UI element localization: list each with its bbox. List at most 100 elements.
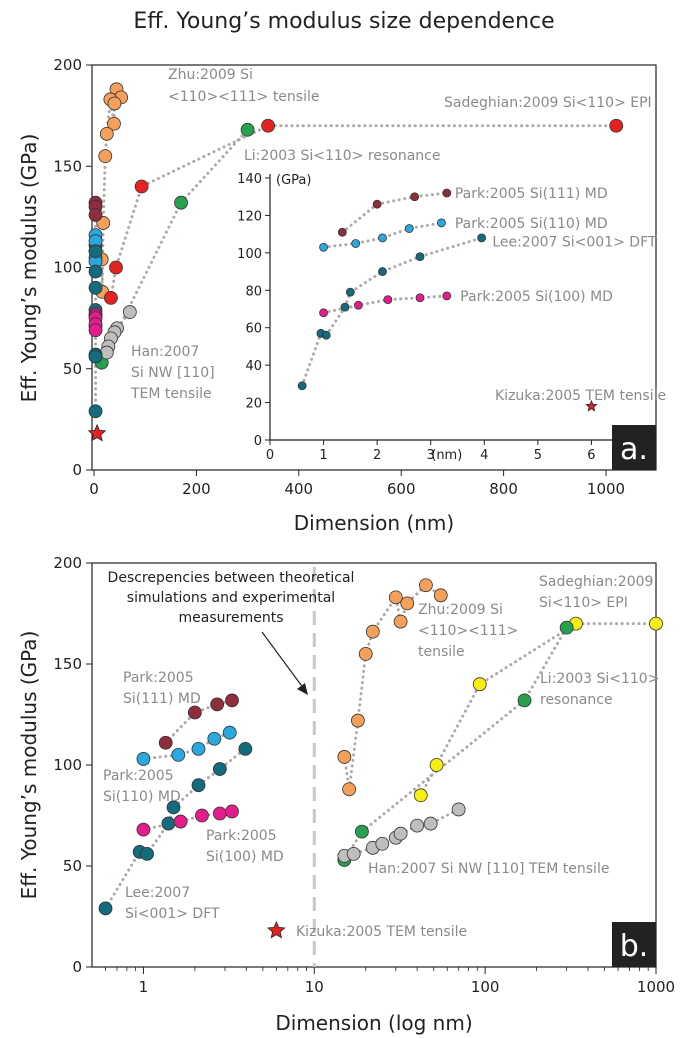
- b-point-8-6: [410, 818, 425, 833]
- inset-point-2-2: [321, 330, 331, 340]
- b-label-park100-1: Park:2005: [206, 828, 277, 844]
- b-label-park100-2: Si(100) MD: [206, 849, 284, 865]
- panel-b-label-box: [612, 922, 656, 967]
- inset-point-2-3: [340, 302, 350, 312]
- a-label-han-1: Han:2007: [131, 344, 199, 360]
- b-point-2-2: [140, 846, 154, 861]
- b-label-park111-2: Si(111) MD: [123, 691, 201, 707]
- b-trend-0: [164, 698, 234, 745]
- b-point-0-2: [210, 697, 225, 712]
- a-point-4-2: [88, 207, 103, 222]
- b-point-5-7: [400, 596, 415, 611]
- b-label-kizuka: Kizuka:2005 TEM tensile: [296, 924, 467, 940]
- a-point-8-0: [87, 423, 107, 442]
- panel-b-trend-lines: [104, 583, 658, 910]
- inset-series-label-3: Park:2005 Si(100) MD: [460, 289, 613, 305]
- b-point-2-6: [212, 762, 227, 776]
- inset-point-1-1: [351, 239, 361, 248]
- inset-point-1-4: [437, 218, 446, 228]
- b-xtick-label-1: 10: [305, 978, 324, 996]
- inset-trend-1: [322, 221, 443, 249]
- a-point-7-4: [88, 323, 103, 338]
- b-point-4-0: [267, 920, 286, 939]
- panel-b: 1 10 100 1000 0 50 100 150 200 Descrepencies bet…: [17, 554, 675, 1035]
- inset-xunit: (nm): [431, 448, 462, 463]
- inset-point-3-1: [353, 300, 363, 310]
- b-label-zhu-3: tensile: [418, 644, 465, 660]
- b-point-8-3: [375, 836, 390, 851]
- b-ytick-label-4: 200: [53, 554, 82, 572]
- panel-b-xlabel: Dimension (log nm): [275, 1011, 472, 1035]
- b-label-lee-2: Si<001> DFT: [125, 906, 220, 922]
- inset-point-0-3: [442, 188, 452, 198]
- a-point-3-0: [122, 305, 137, 319]
- b-point-8-1: [346, 846, 361, 861]
- panel-a-xlabel: Dimension (nm): [294, 511, 454, 535]
- a-point-6-6: [88, 349, 103, 364]
- b-ytick-label-0: 0: [72, 958, 82, 976]
- inset-ytick-label-6: 120: [237, 209, 262, 224]
- b-ytick-label-1: 50: [63, 857, 82, 875]
- discrepancy-arrow: [261, 631, 305, 690]
- inset-point-4-0: [585, 399, 598, 412]
- b-point-3-2: [195, 808, 209, 823]
- b-trend-7: [342, 626, 569, 862]
- inset-point-3-2: [383, 295, 393, 305]
- inset-xtick-label-1: 1: [319, 448, 327, 463]
- panel-a-label-box: [612, 425, 656, 470]
- b-point-6-0: [413, 788, 428, 803]
- b-point-1-2: [191, 741, 206, 756]
- inset-trend-0: [340, 191, 449, 234]
- b-point-0-1: [187, 705, 202, 720]
- inset-point-2-0: [297, 381, 307, 391]
- a-label-han-2: Si NW [110]: [131, 365, 215, 381]
- inset-series-label-0: Park:2005 Si(111) MD: [455, 186, 608, 202]
- a-label-li: Li:2003 Si<110> resonance: [244, 148, 440, 164]
- b-label-sadeghian-2: Si<110> EPI: [539, 595, 628, 611]
- b-label-park111-1: Park:2005: [123, 670, 194, 686]
- panel-a-points: [87, 82, 624, 442]
- inset-xtick-label-6: 6: [587, 448, 595, 463]
- b-point-5-2: [351, 713, 365, 728]
- inset-xtick-label-5: 5: [534, 448, 542, 463]
- inset-point-1-0: [319, 242, 328, 252]
- inset-point-3-4: [442, 291, 452, 301]
- b-point-5-9: [433, 588, 448, 603]
- b-point-8-5: [393, 826, 408, 841]
- b-label-sadeghian-1: Sadeghian:2009: [539, 574, 653, 590]
- b-point-8-8: [451, 802, 466, 817]
- a-point-1-4: [103, 290, 118, 305]
- b-point-1-0: [136, 752, 151, 766]
- a-point-6-0: [88, 244, 103, 259]
- panel-b-ylabel: Eff. Young’s modulus (GPa): [17, 631, 41, 900]
- a-point-6-7: [88, 404, 103, 419]
- b-label-zhu-1: Zhu:2009 Si: [418, 602, 503, 618]
- b-point-2-7: [238, 741, 253, 756]
- b-point-5-4: [365, 624, 380, 639]
- b-point-6-2: [472, 677, 487, 692]
- b-point-6-1: [429, 758, 444, 772]
- inset-point-0-1: [372, 199, 382, 209]
- inset-ytick-label-3: 60: [245, 322, 262, 337]
- b-label-discrepancy-3: measurements: [179, 610, 284, 626]
- a-point-6-1: [88, 264, 103, 279]
- a-point-0-6: [98, 149, 113, 164]
- inset-point-1-2: [378, 233, 387, 243]
- inset-point-3-0: [319, 308, 328, 318]
- inset-xtick-label-0: 0: [266, 448, 274, 463]
- b-label-han: Han:2007 Si NW [110] TEM tensile: [368, 861, 609, 877]
- inset-ytick-label-2: 40: [245, 359, 262, 374]
- b-point-3-3: [212, 806, 227, 821]
- b-label-li-2: resonance: [540, 692, 613, 708]
- a-point-2-1: [174, 195, 188, 210]
- b-label-li-1: Li:2003 Si<110>: [540, 671, 659, 687]
- inset-point-2-5: [378, 267, 387, 276]
- b-point-5-5: [388, 590, 403, 605]
- inset-series-label-4: Kizuka:2005 TEM tensile: [495, 388, 666, 404]
- inset-point-0-2: [410, 192, 420, 202]
- a-ytick-label-2: 100: [53, 259, 82, 277]
- b-point-3-0: [136, 822, 151, 837]
- b-point-7-2: [517, 693, 532, 708]
- inset-point-2-6: [415, 252, 425, 262]
